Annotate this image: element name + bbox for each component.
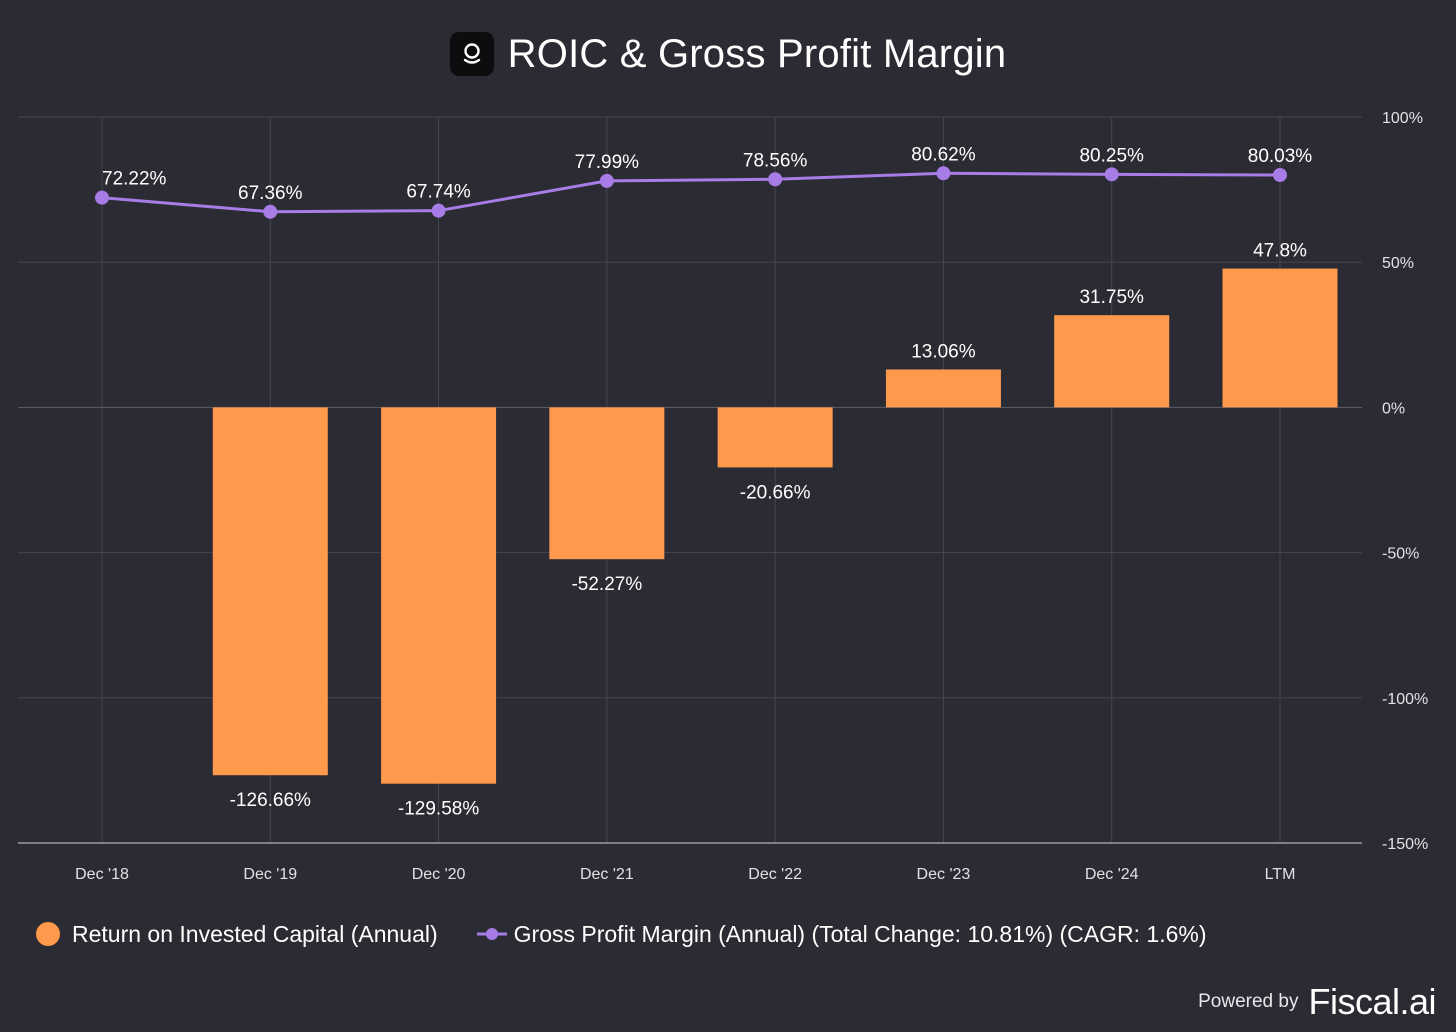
- x-axis-tick-label: Dec '18: [75, 866, 129, 883]
- x-axis-tick-label: Dec '20: [412, 866, 466, 883]
- roic-bar[interactable]: [381, 407, 497, 784]
- x-axis-tick-label: Dec '19: [243, 866, 297, 883]
- gpm-line: [101, 171, 1281, 214]
- roic-bar-label: -126.66%: [230, 790, 311, 811]
- roic-bar-label: -129.58%: [398, 799, 479, 820]
- gpm-point-label: 72.22%: [102, 169, 167, 190]
- legend-label-roic: Return on Invested Capital (Annual): [72, 920, 438, 947]
- powered-by-text: Powered by: [1198, 991, 1299, 1012]
- gpm-point[interactable]: [1104, 167, 1119, 182]
- gpm-point-label: 78.56%: [743, 150, 808, 171]
- gpm-point[interactable]: [263, 204, 278, 219]
- gpm-point-label: 80.03%: [1248, 146, 1313, 167]
- gpm-point[interactable]: [599, 173, 614, 188]
- roic-bar[interactable]: [212, 407, 328, 776]
- y-axis-tick-label: 50%: [1382, 255, 1414, 272]
- gpm-point-label: 80.62%: [911, 144, 976, 165]
- roic-bar-label: 47.8%: [1253, 241, 1307, 262]
- gpm-point-label: 67.36%: [238, 183, 303, 204]
- y-axis-tick-label: 0%: [1382, 400, 1405, 417]
- chart-legend: Return on Invested Capital (Annual) Gros…: [36, 914, 1245, 954]
- chart-plot: 100% 50% 0% -50% -100% -150% -126.66% -129.58% -…: [18, 110, 1428, 883]
- gpm-point-label: 80.25%: [1079, 145, 1144, 166]
- x-axis-tick-label: Dec '21: [580, 866, 634, 883]
- gpm-point-label: 77.99%: [575, 152, 640, 173]
- roic-bar-label: -52.27%: [571, 574, 642, 595]
- legend-item-gpm[interactable]: Gross Profit Margin (Annual) (Total Chan…: [476, 921, 1207, 948]
- fiscal-logo-icon: [449, 32, 494, 76]
- gpm-point[interactable]: [1273, 167, 1287, 182]
- roic-bar[interactable]: [885, 369, 1001, 408]
- roic-bar[interactable]: [717, 407, 833, 468]
- roic-bar[interactable]: [1054, 315, 1170, 408]
- roic-bar-label: 31.75%: [1079, 287, 1144, 308]
- x-axis-tick-label: LTM: [1265, 866, 1296, 883]
- roic-bar-label: 13.06%: [911, 341, 976, 362]
- y-axis-tick-label: -100%: [1382, 691, 1428, 708]
- x-axis-tick-label: Dec '24: [1085, 866, 1139, 883]
- roic-bar[interactable]: [1222, 268, 1338, 408]
- roic-bar-label: -20.66%: [740, 482, 811, 503]
- chart-header: ROIC & Gross Profit Margin: [0, 26, 1456, 82]
- legend-swatch-roic: [36, 922, 60, 946]
- gpm-point[interactable]: [431, 203, 446, 218]
- roic-bar[interactable]: [549, 407, 665, 560]
- gpm-point[interactable]: [768, 172, 783, 187]
- legend-label-gpm: Gross Profit Margin (Annual) (Total Chan…: [513, 920, 1207, 947]
- legend-item-roic[interactable]: Return on Invested Capital (Annual): [36, 921, 438, 948]
- brand-logo-text[interactable]: Fiscal.ai: [1308, 981, 1436, 1022]
- y-axis-tick-label: -50%: [1382, 546, 1419, 563]
- chart-title: ROIC & Gross Profit Margin: [507, 31, 1007, 76]
- gpm-point-label: 67.74%: [406, 182, 471, 203]
- footer-branding: Powered by Fiscal.ai: [1198, 978, 1436, 1026]
- x-axis-tick-label: Dec '23: [917, 866, 971, 883]
- legend-swatch-gpm: [476, 928, 507, 940]
- gpm-point[interactable]: [95, 190, 109, 205]
- y-axis-tick-label: -150%: [1382, 836, 1428, 853]
- y-axis-tick-label: 100%: [1382, 110, 1423, 127]
- x-axis-tick-label: Dec '22: [748, 866, 802, 883]
- gpm-point[interactable]: [936, 166, 951, 181]
